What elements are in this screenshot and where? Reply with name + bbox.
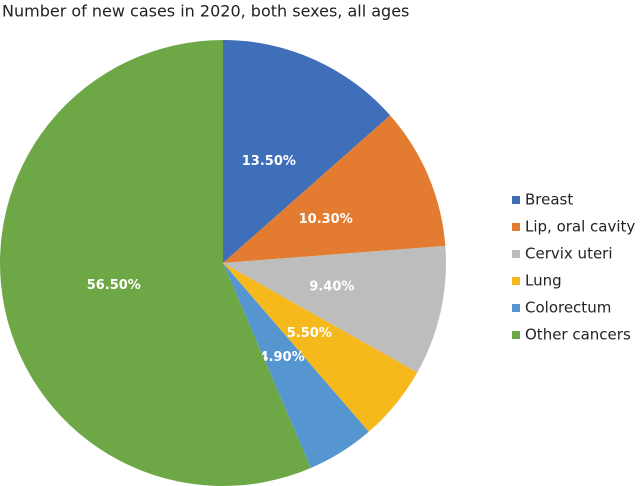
data-label: 9.40%	[309, 280, 354, 295]
pie-slice	[223, 115, 446, 263]
data-label: 5.50%	[287, 326, 332, 341]
legend-label: Colorectum	[525, 299, 611, 317]
legend-label: Cervix uteri	[525, 245, 613, 263]
pie-slice	[223, 245, 446, 373]
legend-swatch	[512, 223, 520, 231]
data-label: 56.50%	[87, 278, 141, 293]
legend-swatch	[512, 250, 520, 258]
pie-slice	[223, 263, 418, 432]
data-label: 10.30%	[299, 212, 353, 227]
pie-slice	[0, 40, 311, 486]
data-label: 4.90%	[260, 350, 305, 365]
pie-slice	[223, 40, 391, 263]
legend-label: Lip, oral cavity	[525, 218, 635, 236]
legend-label: Other cancers	[525, 326, 631, 344]
legend-swatch	[512, 331, 520, 339]
legend-swatch	[512, 304, 520, 312]
legend-swatch	[512, 196, 520, 204]
pie-slice	[223, 263, 369, 468]
data-label: 13.50%	[242, 154, 296, 169]
legend-label: Breast	[525, 191, 573, 209]
legend-label: Lung	[525, 272, 562, 290]
legend-swatch	[512, 277, 520, 285]
chart-title: Number of new cases in 2020, both sexes,…	[2, 2, 409, 21]
